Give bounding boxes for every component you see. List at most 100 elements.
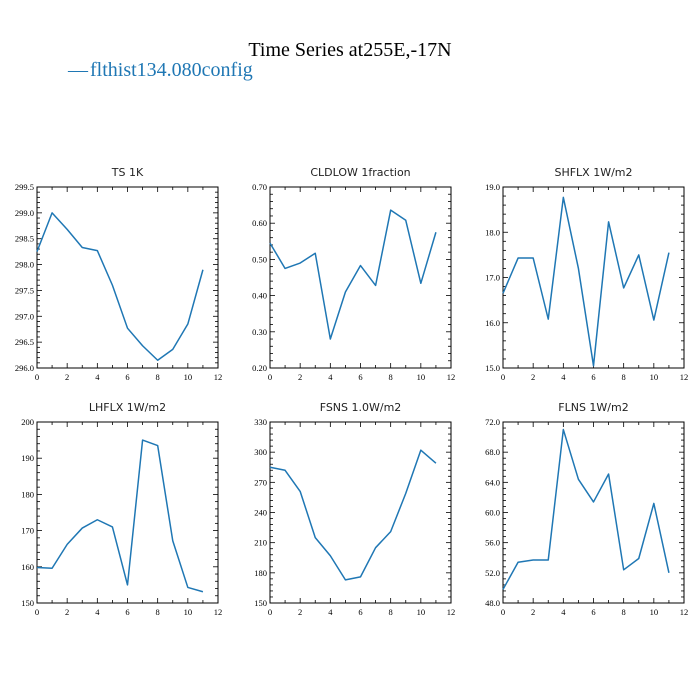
y-tick-label: 298.0 bbox=[15, 260, 34, 270]
x-tick-label: 4 bbox=[95, 372, 100, 382]
chart-panel: LHFLX 1W/m2 0 2 4 6 8 10 12 150 160 170 180 190 200 bbox=[21, 401, 222, 617]
y-tick-label: 240 bbox=[254, 508, 267, 518]
x-tick-label: 4 bbox=[95, 607, 100, 617]
y-tick-label: 270 bbox=[254, 477, 267, 487]
x-tick-label: 10 bbox=[650, 372, 659, 382]
chart-panel: FLNS 1W/m2 0 2 4 6 8 10 12 48.0 52.0 56.0 60.0 64.0 6… bbox=[485, 401, 688, 617]
y-tick-label: 296.5 bbox=[15, 337, 34, 347]
plot-frame bbox=[502, 186, 685, 369]
x-tick-label: 4 bbox=[561, 372, 566, 382]
y-tick-label: 299.5 bbox=[15, 182, 34, 192]
y-tick-label: 180 bbox=[21, 489, 34, 499]
x-tick-label: 12 bbox=[680, 607, 689, 617]
y-tick-label: 0.60 bbox=[252, 218, 267, 228]
x-tick-label: 6 bbox=[125, 607, 129, 617]
x-tick-label: 6 bbox=[358, 607, 362, 617]
y-tick-label: 52.0 bbox=[485, 568, 500, 578]
chart-panels: TS 1K 0 2 4 6 8 10 12 296.0 296.5 297.0 297.5 298.0 2… bbox=[15, 166, 688, 617]
plot-frame bbox=[502, 421, 685, 604]
x-tick-label: 2 bbox=[298, 607, 302, 617]
x-tick-label: 4 bbox=[328, 372, 333, 382]
y-tick-label: 64.0 bbox=[485, 477, 500, 487]
y-tick-label: 68.0 bbox=[485, 447, 500, 457]
x-tick-label: 8 bbox=[156, 607, 160, 617]
figure-legend: — flthist134.080config bbox=[67, 59, 253, 81]
x-tick-label: 4 bbox=[561, 607, 566, 617]
y-tick-label: 299.0 bbox=[15, 208, 34, 218]
y-tick-label: 0.30 bbox=[252, 327, 267, 337]
x-tick-label: 2 bbox=[65, 607, 69, 617]
y-tick-label: 56.0 bbox=[485, 538, 500, 548]
y-tick-label: 72.0 bbox=[485, 417, 500, 427]
x-tick-label: 8 bbox=[156, 372, 160, 382]
x-tick-label: 2 bbox=[298, 372, 302, 382]
y-tick-label: 297.5 bbox=[15, 285, 34, 295]
legend-line-symbol: — bbox=[67, 59, 89, 81]
y-tick-label: 0.40 bbox=[252, 291, 267, 301]
x-tick-label: 8 bbox=[389, 607, 393, 617]
panel-title: FLNS 1W/m2 bbox=[558, 401, 628, 414]
x-tick-label: 8 bbox=[622, 607, 626, 617]
x-tick-label: 2 bbox=[531, 372, 535, 382]
y-tick-label: 150 bbox=[21, 598, 34, 608]
x-tick-label: 0 bbox=[268, 607, 272, 617]
x-tick-label: 2 bbox=[531, 607, 535, 617]
x-tick-label: 0 bbox=[268, 372, 272, 382]
panel-title: SHFLX 1W/m2 bbox=[554, 166, 632, 179]
x-tick-label: 2 bbox=[65, 372, 69, 382]
x-tick-label: 4 bbox=[328, 607, 333, 617]
x-tick-label: 6 bbox=[591, 372, 595, 382]
y-tick-label: 48.0 bbox=[485, 598, 500, 608]
x-tick-label: 10 bbox=[184, 607, 193, 617]
plot-frame bbox=[36, 186, 219, 369]
x-tick-label: 0 bbox=[501, 607, 505, 617]
x-tick-label: 10 bbox=[184, 372, 193, 382]
x-tick-label: 10 bbox=[650, 607, 659, 617]
y-tick-label: 17.0 bbox=[485, 273, 500, 283]
plot-frame bbox=[269, 186, 452, 369]
y-tick-label: 300 bbox=[254, 447, 267, 457]
y-tick-label: 180 bbox=[254, 568, 267, 578]
series-line bbox=[36, 212, 204, 361]
y-tick-label: 19.0 bbox=[485, 182, 500, 192]
panel-title: FSNS 1.0W/m2 bbox=[320, 401, 402, 414]
x-tick-label: 12 bbox=[447, 372, 456, 382]
y-tick-label: 0.20 bbox=[252, 363, 267, 373]
plot-frame bbox=[36, 421, 219, 604]
series-line bbox=[36, 439, 204, 593]
x-tick-label: 8 bbox=[389, 372, 393, 382]
x-tick-label: 0 bbox=[35, 607, 39, 617]
legend-label: flthist134.080config bbox=[90, 59, 253, 81]
y-tick-label: 298.5 bbox=[15, 234, 34, 244]
y-tick-label: 15.0 bbox=[485, 363, 500, 373]
y-tick-label: 170 bbox=[21, 526, 34, 536]
y-tick-label: 296.0 bbox=[15, 363, 34, 373]
chart-panel: FSNS 1.0W/m2 0 2 4 6 8 10 12 150 180 210 240 270 300 3… bbox=[254, 401, 455, 617]
y-tick-label: 0.70 bbox=[252, 182, 267, 192]
x-tick-label: 6 bbox=[591, 607, 595, 617]
y-tick-label: 60.0 bbox=[485, 508, 500, 518]
panel-title: TS 1K bbox=[111, 166, 144, 179]
y-tick-label: 0.50 bbox=[252, 254, 267, 264]
x-tick-label: 10 bbox=[417, 607, 426, 617]
series-line bbox=[269, 449, 437, 581]
y-tick-label: 190 bbox=[21, 453, 34, 463]
x-tick-label: 6 bbox=[358, 372, 362, 382]
y-tick-label: 18.0 bbox=[485, 227, 500, 237]
x-tick-label: 12 bbox=[680, 372, 689, 382]
y-tick-label: 330 bbox=[254, 417, 267, 427]
x-tick-label: 12 bbox=[214, 607, 223, 617]
x-tick-label: 6 bbox=[125, 372, 129, 382]
series-line bbox=[502, 428, 670, 590]
x-tick-label: 0 bbox=[35, 372, 39, 382]
x-tick-label: 10 bbox=[417, 372, 426, 382]
x-tick-label: 0 bbox=[501, 372, 505, 382]
chart-panel: CLDLOW 1fraction 0 2 4 6 8 10 12 0.20 0.30 0.40 0.5… bbox=[252, 166, 455, 382]
panel-title: CLDLOW 1fraction bbox=[310, 166, 410, 179]
x-tick-label: 8 bbox=[622, 372, 626, 382]
x-tick-label: 12 bbox=[447, 607, 456, 617]
panel-title: LHFLX 1W/m2 bbox=[89, 401, 166, 414]
y-tick-label: 16.0 bbox=[485, 318, 500, 328]
figure-title: Time Series at255E,-17N bbox=[248, 39, 451, 61]
